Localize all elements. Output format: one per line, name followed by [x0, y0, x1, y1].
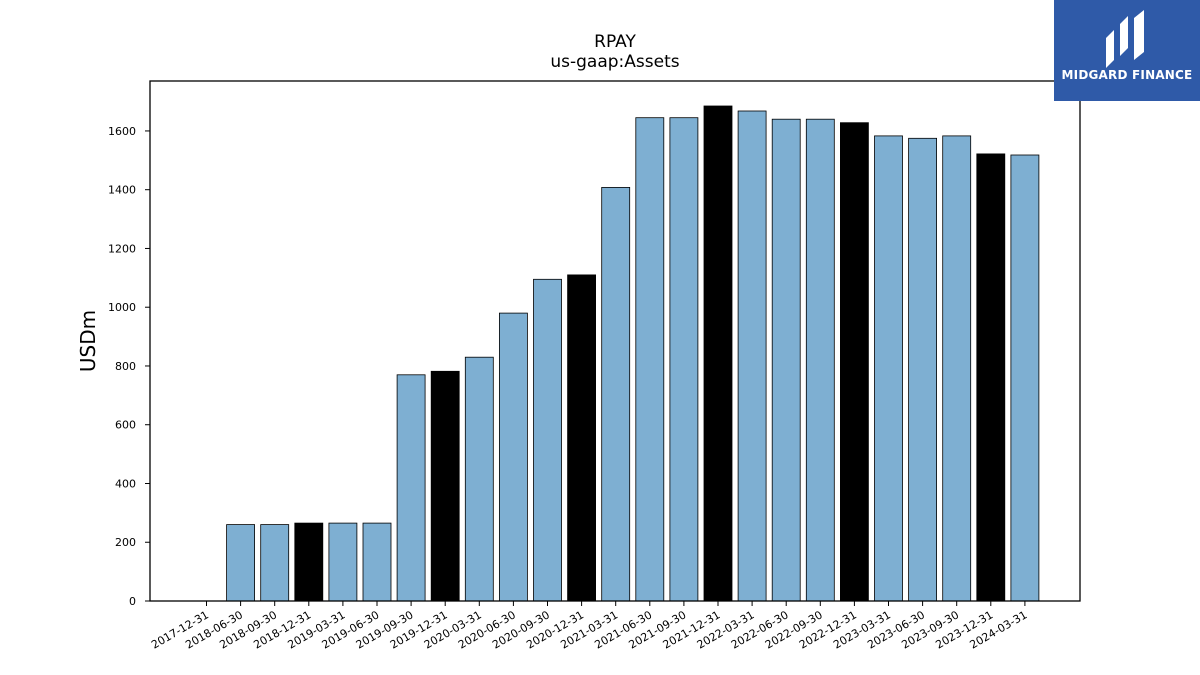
- bar-2019-03-31: [328, 522, 358, 602]
- bar-2023-12-31: [976, 153, 1006, 602]
- logo-text: MIDGARD FINANCE: [1061, 68, 1193, 82]
- y-axis: 0 200 400 600 800 1000 1200 1400 1600: [108, 125, 150, 608]
- bar-2019-06-30: [362, 522, 392, 602]
- bar-2022-12-31: [840, 122, 869, 602]
- chart-subtitle: us-gaap:Assets: [550, 52, 680, 72]
- y-tick-label: 1600: [108, 125, 136, 138]
- plot-frame: [149, 80, 1081, 602]
- bar-2023-09-30: [942, 135, 972, 602]
- bar-2023-03-31: [874, 135, 903, 602]
- bar-2021-06-30: [635, 117, 665, 602]
- bar-2020-03-31: [464, 356, 494, 602]
- bar-2022-09-30: [805, 118, 835, 602]
- bar-2020-12-31: [567, 274, 596, 602]
- bar-2021-12-31: [703, 105, 733, 602]
- y-tick-label: 1400: [108, 184, 136, 197]
- y-tick-label: 200: [115, 536, 136, 549]
- y-tick-label: 600: [115, 419, 136, 432]
- y-tick-label: 400: [115, 477, 136, 490]
- bar-2021-03-31: [601, 186, 631, 602]
- y-tick-label: 1200: [108, 242, 136, 255]
- y-tick-label: 800: [115, 360, 136, 373]
- y-axis-label: USDm: [76, 310, 100, 372]
- bar-2018-09-30: [260, 524, 290, 602]
- bars-group: [226, 105, 1040, 602]
- y-tick-label: 0: [129, 595, 136, 608]
- bar-2019-09-30: [396, 374, 426, 602]
- bar-2024-03-31: [1010, 154, 1040, 602]
- bar-2018-06-30: [226, 524, 256, 602]
- bar-2018-12-31: [294, 522, 324, 602]
- bar-2022-03-31: [737, 110, 767, 602]
- x-axis: 2017-12-312018-06-302018-09-302018-12-31…: [149, 601, 1029, 652]
- y-tick-label: 1000: [108, 301, 136, 314]
- bar-2021-09-30: [669, 117, 699, 602]
- bar-2020-09-30: [533, 278, 562, 602]
- chart-title: RPAY: [594, 32, 636, 52]
- logo-mark-icon: [1106, 10, 1144, 68]
- bar-2023-06-30: [908, 137, 937, 602]
- bar-2019-12-31: [430, 370, 460, 602]
- bar-2022-06-30: [771, 118, 801, 602]
- bar-2020-06-30: [498, 312, 528, 602]
- midgard-finance-logo: MIDGARD FINANCE: [1054, 0, 1200, 101]
